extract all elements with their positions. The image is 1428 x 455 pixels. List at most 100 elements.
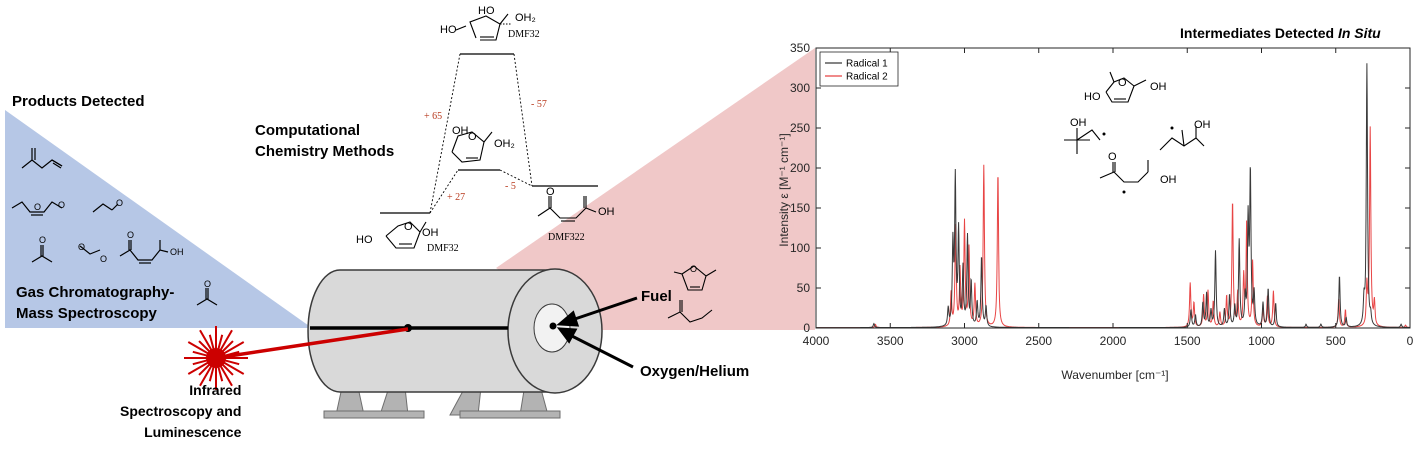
y-tick-label: 200 xyxy=(790,161,810,175)
x-tick-label: 1000 xyxy=(1248,334,1275,348)
oxidizer-label: Oxygen/Helium xyxy=(640,363,750,380)
svg-text:O: O xyxy=(58,200,65,210)
molecule-acrolein xyxy=(79,245,101,255)
svg-text:O: O xyxy=(546,186,555,198)
intermediates-title: Intermediates Detected In Situ xyxy=(1180,24,1381,42)
svg-text:DMF322: DMF322 xyxy=(548,232,585,243)
y-tick-label: 50 xyxy=(797,281,811,295)
intermediates-title-italic: In Situ xyxy=(1337,25,1381,41)
laser-ray xyxy=(187,360,212,375)
x-tick-label: 1500 xyxy=(1174,334,1201,348)
fuel-label: Fuel xyxy=(641,288,672,305)
svg-text:OH: OH xyxy=(170,247,184,257)
oxidizer-arrow xyxy=(556,327,634,369)
y-tick-label: 350 xyxy=(790,41,810,55)
y-tick-label: 150 xyxy=(790,201,810,215)
molecule-reactant xyxy=(385,221,427,249)
product-molecules xyxy=(11,148,218,306)
x-tick-label: 2000 xyxy=(1100,334,1127,348)
svg-text:O: O xyxy=(39,235,46,245)
molecule-acetone-2 xyxy=(196,288,218,306)
svg-text:O: O xyxy=(468,131,477,143)
energy-diagram xyxy=(380,53,598,214)
svg-text:OH₂: OH₂ xyxy=(515,12,536,24)
legend-label: Radical 2 xyxy=(846,72,888,83)
ir-spectrum-chart: 4000 3500 3000 2500 2000 1500 1000 500 0 0 50 100 15… xyxy=(777,41,1414,382)
molecule-diketone xyxy=(11,201,63,216)
energy-plus-27: + 27 xyxy=(447,192,465,203)
molecule-acetone-1 xyxy=(31,245,53,263)
plot-frame xyxy=(815,47,1411,329)
reactor-body xyxy=(307,269,556,393)
ir-label: Infrared Spectroscopy and Luminescence xyxy=(120,382,242,440)
x-tick-label: 3500 xyxy=(877,334,904,348)
laser xyxy=(184,326,409,390)
molecule-ts xyxy=(451,131,493,163)
svg-text:DMF32: DMF32 xyxy=(508,29,540,40)
energy-minus-57: - 57 xyxy=(531,99,547,110)
svg-text:OH: OH xyxy=(452,125,469,137)
laser-burst-icon xyxy=(184,326,248,390)
intermediates-panel xyxy=(496,48,815,330)
svg-text:OH₂: OH₂ xyxy=(494,138,515,150)
chart-legend: Radical 1 Radical 2 xyxy=(819,51,899,87)
laser-ray xyxy=(199,362,214,387)
molecule-product xyxy=(537,196,597,222)
svg-text:O: O xyxy=(100,254,107,264)
svg-text:HO: HO xyxy=(478,5,495,17)
legend-box xyxy=(819,51,899,87)
legend-label: Radical 1 xyxy=(846,59,888,70)
intermediate-molecules xyxy=(1064,71,1205,183)
y-tick-label: 300 xyxy=(790,81,810,95)
svg-text:O: O xyxy=(116,198,123,208)
products-detected-title: Products Detected xyxy=(12,93,145,110)
svg-text:O: O xyxy=(1118,77,1127,89)
reactor xyxy=(307,268,603,419)
laser-ray xyxy=(218,329,233,354)
fuel-arrow xyxy=(556,296,638,327)
x-tick-label: 3000 xyxy=(951,334,978,348)
x-tick-label: 2500 xyxy=(1025,334,1052,348)
svg-text:OH: OH xyxy=(1150,81,1167,93)
y-axis-label: Intensity ε [M⁻¹ cm⁻¹] xyxy=(777,133,791,246)
svg-text:HO: HO xyxy=(356,234,373,246)
laser-ray xyxy=(187,341,212,356)
svg-text:HO: HO xyxy=(1084,91,1101,103)
energy-minus-5: - 5 xyxy=(505,181,516,192)
computational-title: Computational Chemistry Methods xyxy=(255,122,395,160)
laser-beam xyxy=(215,327,409,360)
svg-text:OH: OH xyxy=(422,227,439,239)
y-tick-label: 250 xyxy=(790,121,810,135)
svg-text:O: O xyxy=(78,242,85,252)
x-tick-label: 4000 xyxy=(803,334,830,348)
x-axis-label: Wavenumber [cm⁻¹] xyxy=(1061,368,1168,382)
laser-ray xyxy=(220,341,245,356)
fuel-molecules xyxy=(667,265,717,323)
molecule-top xyxy=(455,13,512,41)
svg-text:O: O xyxy=(690,264,697,274)
svg-text:O: O xyxy=(204,279,211,289)
svg-text:OH: OH xyxy=(1194,119,1211,131)
products-panel xyxy=(5,110,312,328)
y-tick-label: 0 xyxy=(803,321,810,335)
x-tick-label: 500 xyxy=(1326,334,1346,348)
svg-text:O: O xyxy=(127,230,134,240)
x-tick-label: 0 xyxy=(1407,334,1414,348)
energy-plus-65: + 65 xyxy=(424,111,442,122)
laser-ray xyxy=(218,362,233,387)
svg-text:OH: OH xyxy=(1070,117,1087,129)
molecule-methyl-vinyl-ketone xyxy=(21,148,63,169)
gcms-label: Gas Chromatography- Mass Spectroscopy xyxy=(16,284,175,322)
svg-text:OH: OH xyxy=(598,206,615,218)
svg-text:OH: OH xyxy=(1160,174,1177,186)
laser-ray xyxy=(199,329,214,354)
svg-text:O: O xyxy=(34,202,41,212)
intermediates-title-prefix: Intermediates Detected xyxy=(1180,25,1338,41)
laser-ray xyxy=(220,360,245,375)
series-line-radical-1 xyxy=(816,63,1410,329)
series-line-radical-2 xyxy=(816,126,1410,329)
svg-text:DMF32: DMF32 xyxy=(427,243,459,254)
svg-text:O: O xyxy=(1108,151,1117,163)
svg-text:O: O xyxy=(404,221,413,233)
